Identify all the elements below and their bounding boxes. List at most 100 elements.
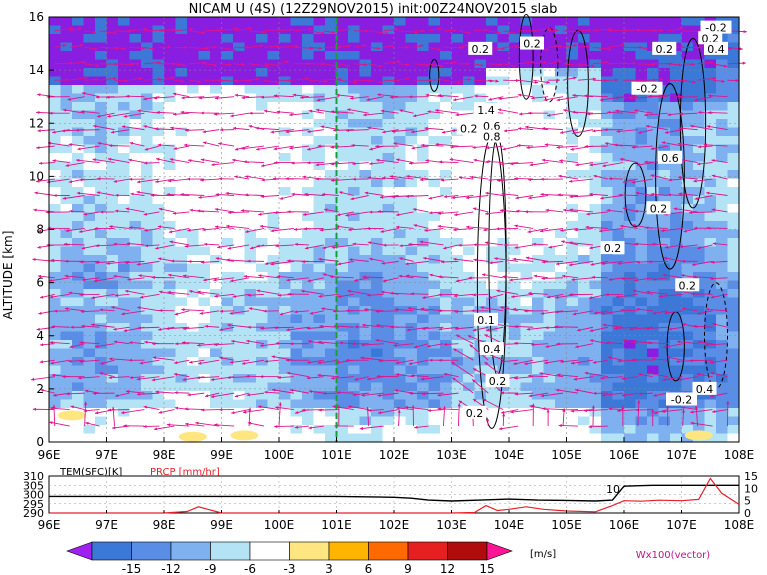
contour-label-bg <box>675 278 700 292</box>
contour-label-bg <box>666 392 697 406</box>
x-tick-label: 102E <box>379 448 410 462</box>
colorbar-tick-label: 12 <box>440 562 455 575</box>
y-axis-label: ALTITUDE [km] <box>1 231 15 320</box>
x-tick-label: 97E <box>95 448 118 462</box>
y-tick-label: 8 <box>36 223 44 237</box>
contour-label-bg <box>700 20 732 34</box>
contour-label-bg <box>631 81 663 95</box>
colorbar-box <box>328 541 369 561</box>
surface-x-tick-label: 107E <box>666 518 697 532</box>
surface-x-tick-label: 100E <box>264 518 295 532</box>
y-tick-label: 2 <box>36 382 44 396</box>
contour-label-bg <box>698 31 723 45</box>
surface-x-ticks: 96E 97E 98E 99E 100E 101E 102E 103E 104E 105E 106E… <box>38 510 755 532</box>
contour-label: 0.4 <box>707 43 725 56</box>
surface-x-tick-label: 105E <box>551 518 582 532</box>
contour-label: 0.2 <box>523 38 541 51</box>
contour-label: 1.4 <box>477 104 495 117</box>
colorbar-arrow-min <box>66 541 93 561</box>
colorbar-box <box>170 541 211 561</box>
colorbar: -15 -12 -9 -6 -3 3 6 9 12 15 <box>66 541 513 575</box>
surface-x-tick-label: 104E <box>494 518 525 532</box>
colorbar-tick-label: -15 <box>122 562 142 575</box>
contour-label: 0.8 <box>483 131 501 144</box>
contour-label-bg <box>462 405 487 419</box>
colorbar-box <box>407 541 448 561</box>
x-tick-label: 98E <box>153 448 176 462</box>
surface-x-tick-label: 102E <box>379 518 410 532</box>
colorbar-box <box>91 541 132 561</box>
surface-x-tick-label: 96E <box>38 518 61 532</box>
y-tick-label: 4 <box>36 329 44 343</box>
surface-right-tick-label: 15 <box>744 470 758 483</box>
contour-label: -0.2 <box>636 83 657 96</box>
surface-x-tick-label: 108E <box>724 518 755 532</box>
surface-right-tick-label: 5 <box>744 495 751 508</box>
legend-precipitation: PRCP [mm/hr] <box>150 467 220 478</box>
main-y-ticks: 0 2 4 6 8 10 12 14 16 <box>29 10 54 449</box>
vector-legend: Wx100(vector) <box>636 550 711 561</box>
main-x-ticks: 96E 97E 98E 99E 100E 101E 102E 103E 104E 105E 106E… <box>38 437 755 462</box>
contour-label: 0.1 <box>477 314 495 327</box>
colorbar-box <box>368 541 409 561</box>
x-tick-label: 106E <box>609 448 640 462</box>
surface-left-tick-label: 290 <box>23 507 44 520</box>
contour-label-bg <box>658 150 682 164</box>
surface-x-tick-label: 97E <box>95 518 118 532</box>
contour-label-bg <box>479 129 504 143</box>
surface-left-tick-label: 305 <box>23 479 44 492</box>
colorbar-box <box>249 541 290 561</box>
surface-left-tick-label: 295 <box>23 498 44 511</box>
surface-x-tick-label: 103E <box>436 518 467 532</box>
contour-label: 0.4 <box>483 343 501 356</box>
contour-label: 0.2 <box>466 407 484 420</box>
surface-right-tick-label: 10 <box>744 482 758 495</box>
colorbar-tick-label: -12 <box>161 562 181 575</box>
colorbar-tick-label: 6 <box>365 562 373 575</box>
contour-label-bg <box>456 121 481 135</box>
contour-label-bg <box>652 41 677 55</box>
legend-temperature: TEM(SFC)[K] <box>59 467 122 478</box>
surface-panel: TEM(SFC)[K] PRCP [mm/hr] 10 310305300295… <box>23 467 758 532</box>
contour-label-bg <box>520 36 544 50</box>
contour-labels: -0.20.2 0.20.2 0.2 0.4-0.21.40.60.80.20.60.… <box>456 20 732 420</box>
contour-label: 0.2 <box>604 242 622 255</box>
chart-title: NICAM U (4S) (12Z29NOV2015) init:00Z24NO… <box>189 2 558 17</box>
colorbar-tick-label: 9 <box>404 562 412 575</box>
surface-x-tick-label: 101E <box>321 518 352 532</box>
y-tick-label: 10 <box>29 169 44 183</box>
surface-annotation: 10 <box>606 483 620 496</box>
contour-label-bg <box>485 373 510 387</box>
x-tick-label: 103E <box>436 448 467 462</box>
colorbar-unit: [m/s] <box>530 549 556 560</box>
surface-x-tick-label: 106E <box>609 518 640 532</box>
contour-label-bg <box>479 118 504 132</box>
contour-label: -0.2 <box>671 394 692 407</box>
colorbar-arrow-max <box>486 541 513 561</box>
colorbar-tick-label: -3 <box>284 562 296 575</box>
contour-label: 0.2 <box>460 123 478 136</box>
y-tick-label: 0 <box>36 435 44 449</box>
colorbar-box <box>289 541 330 561</box>
contour-label-bg <box>468 41 493 55</box>
x-tick-label: 101E <box>321 448 352 462</box>
contour-label-bg <box>474 102 498 116</box>
y-tick-label: 16 <box>29 10 44 24</box>
surface-x-tick-label: 99E <box>210 518 233 532</box>
temperature-line <box>49 484 739 502</box>
contour-label: 0.2 <box>650 202 668 215</box>
contour-label-bg <box>474 312 498 326</box>
contour-label: 0.2 <box>472 43 490 56</box>
colorbar-box <box>210 541 251 561</box>
x-tick-label: 108E <box>724 448 755 462</box>
main-grid <box>49 17 739 442</box>
contour-label: 0.6 <box>661 152 679 165</box>
contour-label-bg <box>646 201 671 215</box>
contour-label: 0.4 <box>696 383 714 396</box>
colorbar-box <box>447 541 488 561</box>
x-tick-label: 104E <box>494 448 525 462</box>
x-tick-label: 107E <box>666 448 697 462</box>
y-tick-label: 6 <box>36 276 44 290</box>
surface-x-tick-label: 98E <box>153 518 176 532</box>
